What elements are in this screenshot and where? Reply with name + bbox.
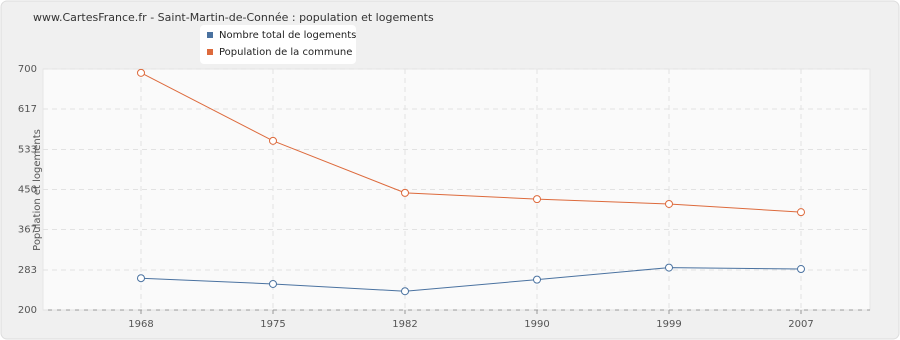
x-tick-label: 1968	[128, 319, 153, 330]
data-point	[797, 208, 805, 217]
y-tick-label: 450	[18, 185, 37, 196]
x-tick-label: 1975	[260, 319, 285, 330]
chart-title: www.CartesFrance.fr - Saint-Martin-de-Co…	[33, 11, 434, 24]
x-tick-label: 1982	[392, 319, 417, 330]
data-point	[137, 274, 145, 283]
data-point	[533, 195, 541, 204]
x-tick-label: 1999	[656, 319, 681, 330]
data-point	[401, 287, 409, 296]
y-axis-label: Population et logements	[32, 129, 43, 251]
data-point	[269, 136, 277, 145]
y-tick-label: 200	[18, 305, 37, 316]
data-point	[269, 279, 277, 288]
series-line	[140, 267, 802, 292]
y-tick-label: 367	[18, 225, 37, 236]
y-tick-label: 533	[18, 144, 37, 155]
data-point	[401, 188, 409, 197]
y-tick-label: 700	[18, 64, 37, 75]
legend-text: Nombre total de logements	[219, 30, 356, 41]
data-point	[137, 68, 145, 77]
y-tick-label: 283	[18, 265, 37, 276]
x-tick-label: 2007	[788, 319, 813, 330]
legend-box	[200, 25, 356, 64]
legend-swatch	[207, 32, 213, 38]
legend-swatch	[207, 49, 213, 55]
data-point	[665, 199, 673, 208]
series-line	[140, 72, 802, 213]
y-tick-label: 617	[18, 104, 37, 115]
legend-text: Population de la commune	[219, 47, 352, 58]
data-point	[665, 263, 673, 272]
data-point	[533, 275, 541, 284]
data-point	[797, 265, 805, 274]
x-tick-label: 1990	[524, 319, 549, 330]
